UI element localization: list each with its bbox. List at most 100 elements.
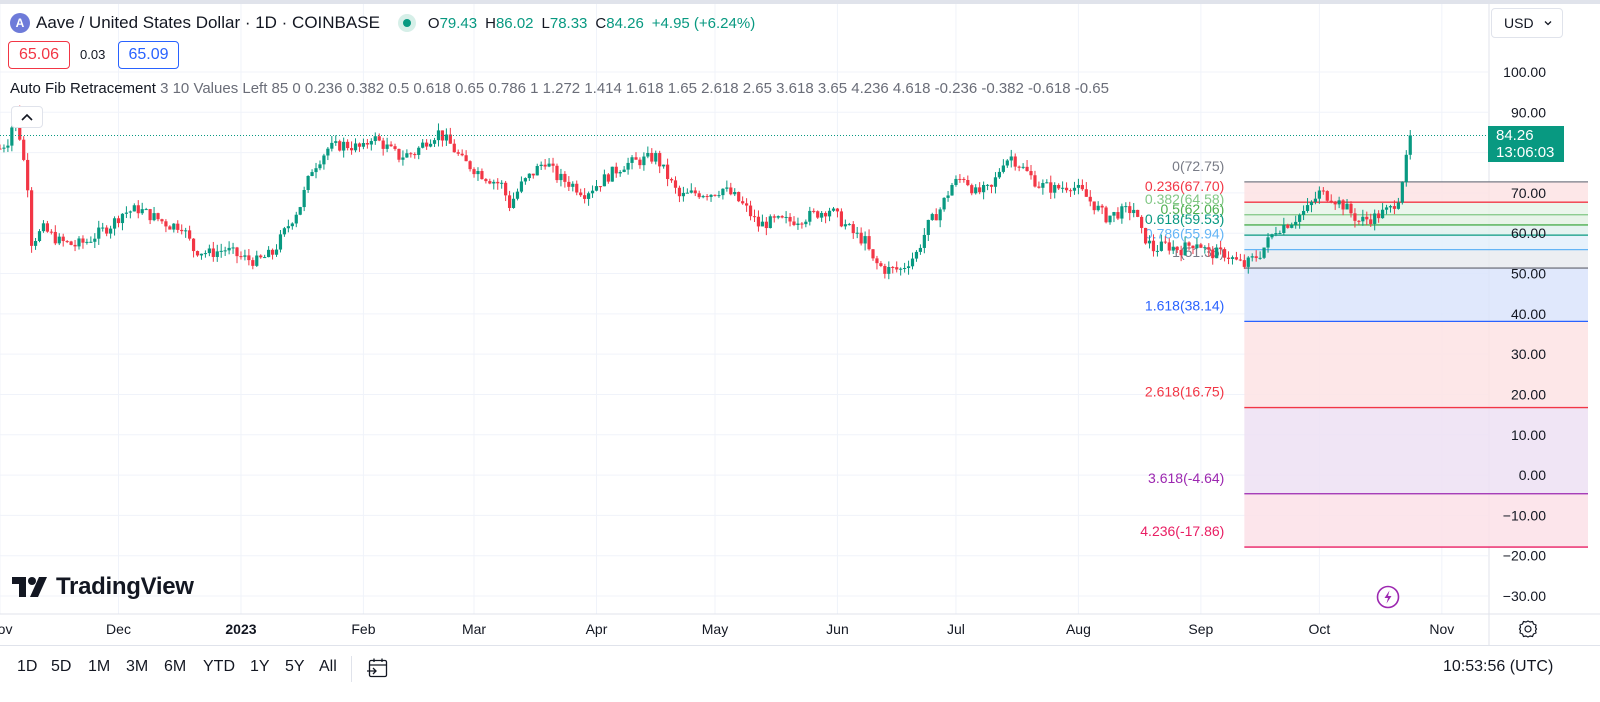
candle[interactable] — [26, 159, 30, 191]
candle[interactable] — [922, 234, 926, 248]
candle[interactable] — [361, 143, 366, 147]
candle[interactable] — [1313, 198, 1318, 202]
candle[interactable] — [37, 231, 42, 242]
candle[interactable] — [1341, 200, 1345, 210]
candle[interactable] — [1076, 184, 1081, 188]
candle[interactable] — [401, 157, 405, 160]
candle[interactable] — [804, 221, 808, 225]
candle[interactable] — [887, 266, 891, 274]
candle[interactable] — [1057, 184, 1061, 189]
candle[interactable] — [891, 266, 895, 268]
candle[interactable] — [1096, 205, 1100, 211]
candle[interactable] — [1191, 245, 1195, 249]
candle[interactable] — [519, 181, 524, 192]
candle[interactable] — [883, 265, 887, 274]
candle[interactable] — [255, 255, 259, 266]
candle[interactable] — [642, 156, 646, 166]
candle[interactable] — [523, 178, 527, 182]
candle[interactable] — [448, 134, 452, 144]
candle[interactable] — [1088, 196, 1092, 202]
candle[interactable] — [875, 258, 879, 264]
candle[interactable] — [1124, 206, 1128, 208]
candle[interactable] — [1278, 232, 1282, 234]
candle[interactable] — [855, 232, 859, 234]
candle[interactable] — [590, 190, 595, 194]
candle[interactable] — [326, 148, 330, 156]
candle[interactable] — [1242, 260, 1246, 267]
candle[interactable] — [1408, 135, 1412, 155]
candle[interactable] — [346, 141, 350, 149]
candle[interactable] — [689, 190, 693, 193]
candle[interactable] — [61, 236, 65, 242]
candle[interactable] — [1290, 224, 1294, 228]
candle[interactable] — [1388, 206, 1393, 208]
candle[interactable] — [1369, 219, 1373, 224]
candle[interactable] — [417, 147, 421, 155]
candle[interactable] — [2, 147, 6, 149]
candle[interactable] — [808, 210, 812, 222]
candle[interactable] — [1400, 182, 1404, 203]
candle[interactable] — [53, 231, 57, 244]
candle[interactable] — [302, 190, 306, 208]
candle[interactable] — [112, 218, 117, 229]
candle[interactable] — [606, 174, 610, 182]
candle[interactable] — [405, 153, 409, 158]
candle[interactable] — [231, 247, 235, 249]
candle[interactable] — [776, 216, 780, 218]
candle[interactable] — [274, 249, 279, 255]
candle[interactable] — [650, 153, 654, 162]
candle[interactable] — [464, 155, 468, 162]
candle[interactable] — [152, 213, 156, 221]
candle[interactable] — [1092, 201, 1096, 211]
candle[interactable] — [586, 193, 591, 199]
candle[interactable] — [1151, 240, 1156, 252]
candle[interactable] — [211, 248, 215, 257]
candle[interactable] — [598, 186, 603, 188]
candle[interactable] — [1384, 207, 1389, 210]
candle[interactable] — [124, 212, 129, 214]
candle[interactable] — [203, 253, 208, 255]
candle[interactable] — [476, 171, 480, 175]
candle[interactable] — [1179, 249, 1183, 256]
candle[interactable] — [563, 173, 567, 182]
candle[interactable] — [800, 223, 804, 225]
utc-clock[interactable]: 10:53:56 (UTC) — [1443, 658, 1554, 675]
candle[interactable] — [1163, 241, 1167, 243]
candle[interactable] — [583, 195, 587, 199]
candle[interactable] — [567, 181, 571, 187]
candle[interactable] — [69, 241, 73, 245]
candle[interactable] — [298, 207, 302, 215]
candle[interactable] — [290, 223, 294, 227]
candle[interactable] — [646, 153, 650, 157]
candle[interactable] — [1175, 246, 1179, 250]
candle[interactable] — [946, 195, 950, 198]
candle[interactable] — [10, 127, 14, 146]
indicator-legend[interactable]: Auto Fib Retracement 3 10 Values Left 85… — [10, 80, 1109, 97]
candle[interactable] — [654, 153, 658, 162]
candle[interactable] — [820, 212, 824, 218]
candle[interactable] — [824, 212, 828, 217]
candle[interactable] — [219, 250, 223, 252]
candle[interactable] — [551, 163, 555, 166]
candle[interactable] — [638, 159, 642, 166]
candle[interactable] — [867, 236, 871, 250]
candle[interactable] — [85, 241, 89, 243]
candle[interactable] — [1108, 215, 1112, 223]
candle[interactable] — [1061, 187, 1065, 189]
candle[interactable] — [318, 164, 322, 169]
candle[interactable] — [148, 209, 152, 221]
candle[interactable] — [1380, 209, 1385, 219]
candle[interactable] — [500, 182, 504, 184]
candle[interactable] — [105, 227, 109, 234]
candle[interactable] — [918, 247, 923, 252]
candle[interactable] — [1195, 244, 1199, 249]
candle[interactable] — [665, 164, 670, 180]
candle[interactable] — [57, 236, 61, 244]
range-5d-button[interactable]: 5D — [51, 658, 72, 675]
candle[interactable] — [879, 263, 883, 266]
candle[interactable] — [492, 181, 496, 184]
candle[interactable] — [630, 157, 634, 163]
candle[interactable] — [1128, 206, 1132, 214]
candle[interactable] — [389, 144, 393, 147]
candle[interactable] — [1309, 201, 1314, 206]
